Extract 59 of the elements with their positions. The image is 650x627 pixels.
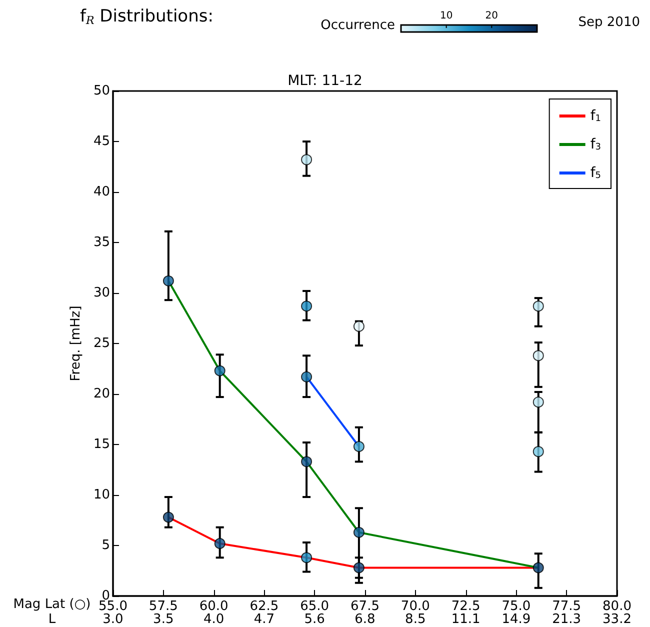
x-tick-label: 67.5 bbox=[350, 599, 380, 614]
text: 3.0 bbox=[102, 612, 124, 627]
legend-label: f3 bbox=[590, 136, 602, 152]
chart-title: MLT: 11-12 bbox=[288, 73, 362, 89]
point bbox=[214, 538, 226, 549]
x-tick-label: 65.0 bbox=[300, 599, 330, 614]
x-tick-label: 72.5 bbox=[451, 599, 480, 614]
y-tick-label: 10 bbox=[93, 488, 110, 502]
y-tick-label: 25 bbox=[93, 336, 110, 351]
x-axis-title: Mag Lat (○) bbox=[13, 597, 91, 612]
point bbox=[353, 562, 364, 574]
point bbox=[532, 562, 544, 574]
point bbox=[532, 396, 544, 408]
point bbox=[301, 371, 312, 382]
text: 4.0 bbox=[203, 612, 224, 627]
point bbox=[301, 154, 312, 166]
x-tick-label: 77.5 bbox=[552, 599, 582, 614]
color-bar-label: 20 bbox=[485, 10, 498, 22]
text: L bbox=[48, 612, 56, 627]
legend-label: f1 bbox=[590, 108, 602, 124]
point bbox=[214, 365, 226, 376]
y-tick-label: 15 bbox=[93, 437, 110, 452]
x-tick-label: 60.0 bbox=[199, 599, 228, 614]
legend-label: f5 bbox=[590, 165, 602, 181]
point bbox=[301, 552, 312, 564]
point bbox=[353, 441, 364, 452]
y-tick-label: 35 bbox=[93, 235, 110, 250]
text: 11.1 bbox=[451, 612, 480, 627]
y-tick-label: 45 bbox=[93, 134, 110, 149]
point bbox=[532, 300, 544, 312]
point bbox=[532, 446, 544, 458]
x-tick-label: 57.5 bbox=[148, 599, 178, 614]
y-tick-label: 20 bbox=[93, 386, 110, 402]
point bbox=[353, 526, 364, 538]
color-bar-label: 10 bbox=[440, 10, 453, 22]
x-tick-label: 70.0 bbox=[400, 599, 430, 614]
point bbox=[301, 300, 312, 312]
y-tick-label: 40 bbox=[93, 184, 110, 200]
point bbox=[301, 456, 312, 468]
color-bar-title: Occurrence bbox=[320, 18, 395, 33]
x-tick-label: 75.0 bbox=[502, 599, 531, 614]
text: 6.8 bbox=[354, 612, 376, 627]
text: Sep 2010 bbox=[578, 15, 640, 30]
point bbox=[532, 350, 544, 362]
text: 3.5 bbox=[153, 612, 174, 627]
x-tick-label: 62.5 bbox=[250, 599, 279, 614]
text: 8.5 bbox=[405, 612, 426, 627]
text: 5.6 bbox=[304, 612, 325, 627]
point bbox=[162, 275, 174, 286]
text: 4.7 bbox=[254, 612, 275, 627]
y-tick-label: 50 bbox=[93, 84, 110, 98]
text: 33.2 bbox=[602, 612, 632, 627]
text: 14.9 bbox=[502, 612, 531, 627]
text: 21.3 bbox=[552, 612, 582, 627]
y-tick-label: 5 bbox=[102, 538, 110, 553]
y-axis-title: Freq. [mHz] bbox=[68, 306, 84, 382]
y-tick-label: 30 bbox=[93, 286, 110, 300]
point bbox=[162, 512, 174, 523]
x-tick-label: 80.0 bbox=[602, 599, 632, 614]
